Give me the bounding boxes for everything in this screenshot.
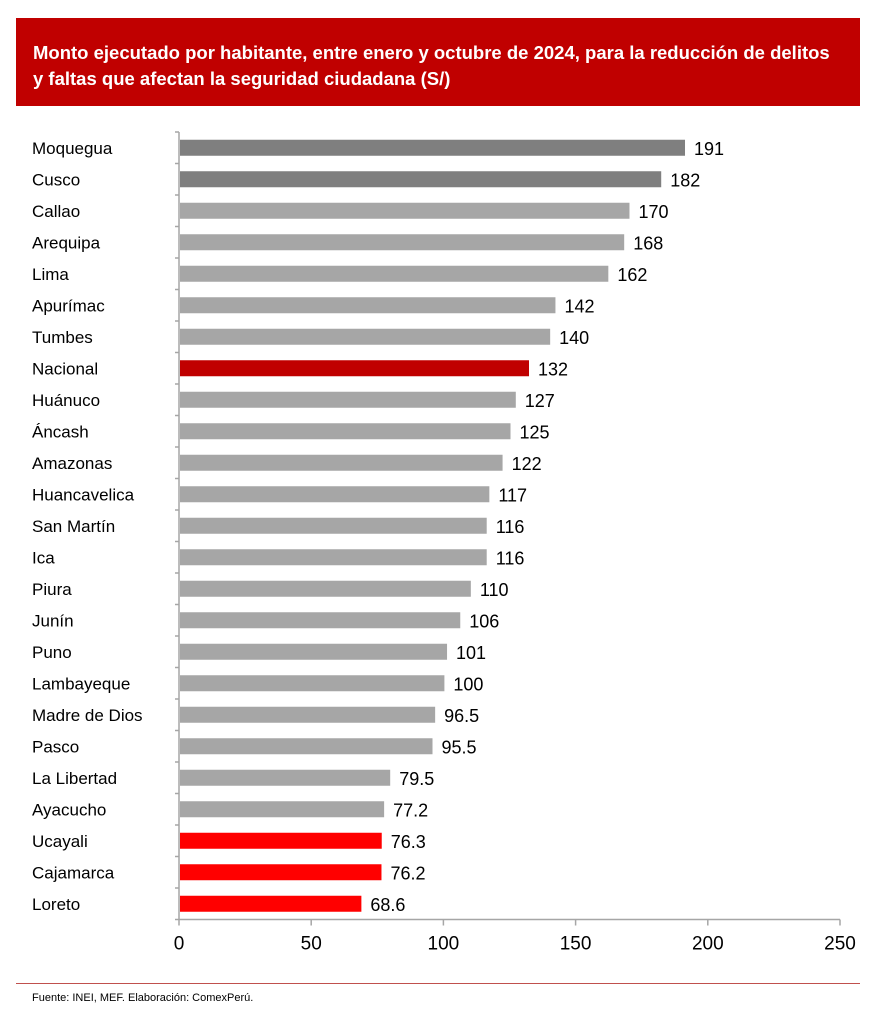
category-label: Amazonas <box>32 454 112 473</box>
bar <box>180 139 686 156</box>
data-label: 77.2 <box>393 800 428 820</box>
category-label: Tumbes <box>32 328 93 347</box>
category-label: Ucayali <box>32 832 88 851</box>
bar <box>180 864 382 881</box>
bar <box>180 580 471 597</box>
category-label: Lima <box>32 265 69 284</box>
data-label: 116 <box>496 517 525 537</box>
data-label: 182 <box>670 170 700 190</box>
category-label: Madre de Dios <box>32 706 143 725</box>
data-label: 76.2 <box>390 863 425 883</box>
data-label: 110 <box>480 580 509 600</box>
data-label: 132 <box>538 359 568 379</box>
x-tick-label: 250 <box>824 934 856 955</box>
data-label: 122 <box>512 454 542 474</box>
x-tick-label: 100 <box>428 934 460 955</box>
bar <box>180 360 530 377</box>
bar <box>180 328 551 345</box>
bar <box>180 517 487 534</box>
data-label: 162 <box>617 265 647 285</box>
data-label: 142 <box>564 296 594 316</box>
data-label: 76.3 <box>391 832 426 852</box>
category-label: Pasco <box>32 737 79 756</box>
category-label: Puno <box>32 643 72 662</box>
bar <box>180 171 662 188</box>
chart-title: Monto ejecutado por habitante, entre ene… <box>16 18 860 106</box>
bar <box>180 265 609 282</box>
bar <box>180 391 516 408</box>
category-label: Nacional <box>32 359 98 378</box>
data-label: 96.5 <box>444 706 479 726</box>
bar <box>180 202 630 219</box>
data-label: 79.5 <box>399 769 434 789</box>
data-label: 100 <box>453 674 483 694</box>
category-label: Cusco <box>32 170 80 189</box>
category-label: Huánuco <box>32 391 100 410</box>
data-label: 101 <box>456 643 486 663</box>
data-label: 191 <box>694 139 724 159</box>
data-label: 116 <box>496 548 525 568</box>
data-label: 106 <box>469 611 499 631</box>
x-tick-label: 200 <box>692 934 724 955</box>
data-label: 117 <box>498 485 527 505</box>
category-label: Moquegua <box>32 139 113 158</box>
data-label: 170 <box>638 202 668 222</box>
category-label: Arequipa <box>32 233 101 252</box>
data-label: 68.6 <box>370 895 405 915</box>
category-label: Huancavelica <box>32 485 135 504</box>
x-tick-label: 50 <box>301 934 322 955</box>
data-label: 140 <box>559 328 589 348</box>
bar <box>180 675 445 692</box>
source-note: Fuente: INEI, MEF. Elaboración: ComexPer… <box>32 992 254 1004</box>
data-label: 125 <box>520 422 550 442</box>
bar-chart: 0 50 100 150 200 250 Moquegua 191 Cusco 182 Callao… <box>32 131 856 955</box>
bar <box>180 297 556 314</box>
bar <box>180 643 448 660</box>
category-label: Loreto <box>32 895 80 914</box>
category-label: Callao <box>32 202 80 221</box>
bar <box>180 738 433 755</box>
category-label: Piura <box>32 580 72 599</box>
category-label: Lambayeque <box>32 674 130 693</box>
bar <box>180 769 391 786</box>
bar <box>180 234 625 251</box>
category-label: Junín <box>32 611 74 630</box>
x-tick-label: 0 <box>174 934 185 955</box>
data-label: 127 <box>525 391 555 411</box>
bar <box>180 423 511 440</box>
bar <box>180 706 436 723</box>
category-label: Ayacucho <box>32 800 106 819</box>
bar <box>180 486 490 503</box>
bar <box>180 895 362 912</box>
bar <box>180 801 385 818</box>
category-label: Áncash <box>32 422 89 441</box>
data-label: 168 <box>633 233 663 253</box>
bar <box>180 549 487 566</box>
category-label: Apurímac <box>32 296 105 315</box>
footer-divider <box>16 983 860 984</box>
data-label: 95.5 <box>442 737 477 757</box>
bar <box>180 454 503 471</box>
category-label: La Libertad <box>32 769 117 788</box>
x-tick-label: 150 <box>560 934 592 955</box>
category-label: Ica <box>32 548 55 567</box>
category-label: San Martín <box>32 517 115 536</box>
bar <box>180 832 382 849</box>
category-label: Cajamarca <box>32 863 115 882</box>
bar <box>180 612 461 629</box>
